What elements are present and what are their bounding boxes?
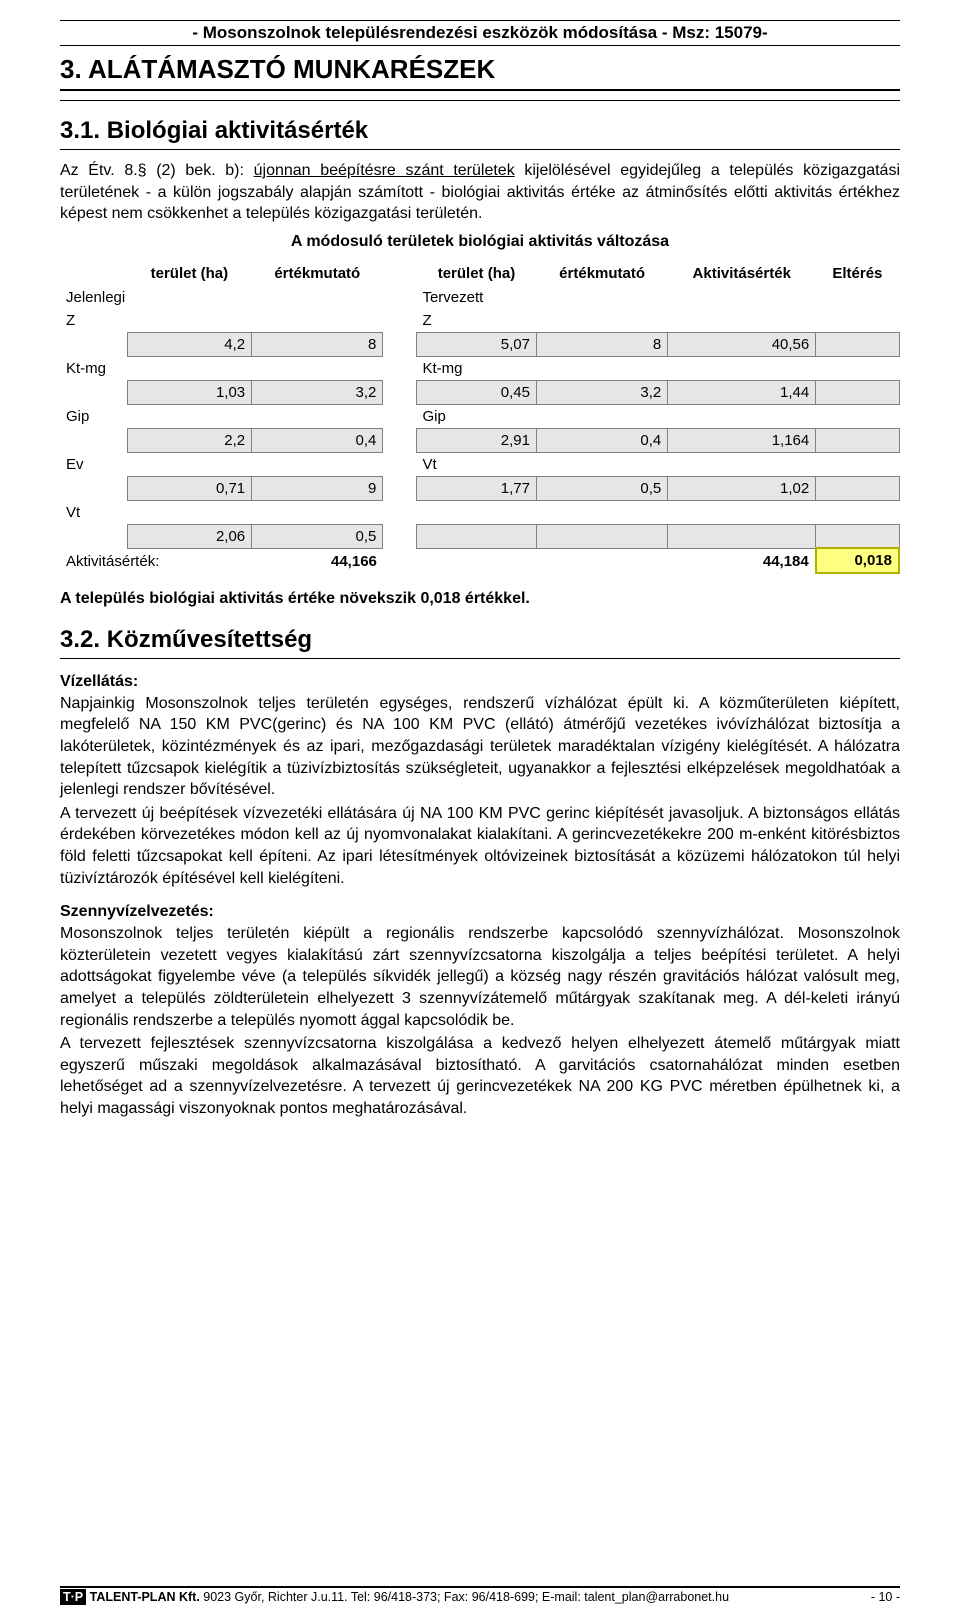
cell: 0,71: [127, 476, 252, 500]
paragraph-law: Az Étv. 8.§ (2) bek. b): újonnan beépíté…: [60, 160, 900, 225]
cell: 8: [536, 332, 667, 356]
cell: [416, 500, 899, 524]
table-header-row: terület (ha) értékmutató terület (ha) ér…: [60, 261, 899, 286]
table-row: 2,060,5: [60, 524, 899, 548]
footer-logo: T·P: [60, 1589, 86, 1605]
heading-2-1: 3.1. Biológiai aktivitásérték: [60, 111, 900, 150]
th: terület (ha): [416, 261, 536, 286]
doc-header: - Mosonszolnok településrendezési eszköz…: [60, 20, 900, 46]
table-row: ZZ: [60, 309, 899, 333]
cell: 2,2: [127, 428, 252, 452]
sum-label: Aktivitásérték:: [60, 548, 252, 573]
cell: Kt-mg: [60, 356, 383, 380]
cell: 40,56: [668, 332, 816, 356]
viz-label: Vízellátás:: [60, 673, 900, 691]
table-row: 1,033,20,453,21,44: [60, 380, 899, 404]
cell: 0,5: [536, 476, 667, 500]
heading-2-2: 3.2. Közművesítettség: [60, 620, 900, 659]
cell: 2,06: [127, 524, 252, 548]
szenny-p1: Mosonszolnok teljes területén kiépült a …: [60, 923, 900, 1031]
cell: 0,5: [252, 524, 383, 548]
szenny-p2: A tervezett fejlesztések szennyvízcsator…: [60, 1033, 900, 1119]
cell: Vt: [416, 452, 899, 476]
conclusion-text: A település biológiai aktivitás értéke n…: [60, 588, 900, 610]
cell: Kt-mg: [416, 356, 899, 380]
th: Eltérés: [816, 261, 899, 286]
cell: 1,02: [668, 476, 816, 500]
footer: T·P TALENT-PLAN Kft. 9023 Győr, Richter …: [60, 1586, 900, 1604]
cell: [816, 476, 899, 500]
cell: Gip: [416, 404, 899, 428]
cell: 2,91: [416, 428, 536, 452]
cell: 3,2: [252, 380, 383, 404]
cell: Tervezett: [416, 286, 899, 309]
cell: Vt: [60, 500, 383, 524]
footer-page: - 10 -: [871, 1590, 900, 1604]
sum-diff: 0,018: [816, 548, 899, 573]
szenny-label: Szennyvízelvezetés:: [60, 903, 900, 921]
cell: 1,164: [668, 428, 816, 452]
th: értékmutató: [252, 261, 383, 286]
cell: 1,03: [127, 380, 252, 404]
cell: Gip: [60, 404, 383, 428]
activity-table: terület (ha) értékmutató terület (ha) ér…: [60, 261, 900, 575]
table-row: Kt-mg Kt-mg: [60, 356, 899, 380]
cell: 3,2: [536, 380, 667, 404]
th: Aktivitásérték: [668, 261, 816, 286]
cell: Jelenlegi: [60, 286, 383, 309]
table-row: Jelenlegi Tervezett: [60, 286, 899, 309]
cell: 8: [252, 332, 383, 356]
cell: [536, 524, 667, 548]
th: terület (ha): [127, 261, 252, 286]
sum-right: 44,184: [668, 548, 816, 573]
cell: [816, 332, 899, 356]
cell: 0,4: [536, 428, 667, 452]
rule: [60, 91, 900, 101]
cell: 0,4: [252, 428, 383, 452]
cell: [816, 428, 899, 452]
cell: 0,45: [416, 380, 536, 404]
table-row: Gip Gip: [60, 404, 899, 428]
cell: 1,77: [416, 476, 536, 500]
footer-left: T·P TALENT-PLAN Kft. 9023 Győr, Richter …: [60, 1590, 729, 1604]
table-row: 2,20,42,910,41,164: [60, 428, 899, 452]
table-row: Vt: [60, 500, 899, 524]
table-sum-row: Aktivitásérték:44,166 44,1840,018: [60, 548, 899, 573]
cell: [816, 380, 899, 404]
cell: [816, 524, 899, 548]
cell: 1,44: [668, 380, 816, 404]
cell: 4,2: [127, 332, 252, 356]
cell: 5,07: [416, 332, 536, 356]
cell: Ev: [60, 452, 383, 476]
cell: [416, 524, 536, 548]
heading-1: 3. ALÁTÁMASZTÓ MUNKARÉSZEK: [60, 48, 900, 91]
p1-a: Az Étv. 8.§ (2) bek. b):: [60, 162, 254, 179]
th: értékmutató: [536, 261, 667, 286]
table-row: 4,285,07840,56: [60, 332, 899, 356]
cell: Z: [60, 309, 383, 333]
cell: 9: [252, 476, 383, 500]
footer-company: TALENT-PLAN Kft.: [90, 1590, 200, 1604]
viz-p2: A tervezett új beépítések vízvezetéki el…: [60, 803, 900, 889]
table-title: A módosuló területek biológiai aktivitás…: [60, 233, 900, 251]
sum-left: 44,166: [252, 548, 383, 573]
viz-p1: Napjainkig Mosonszolnok teljes területén…: [60, 693, 900, 801]
table-row: 0,719 1,770,51,02: [60, 476, 899, 500]
cell: [668, 524, 816, 548]
p1-underline: újonnan beépítésre szánt területek: [254, 162, 515, 179]
table-row: Ev Vt: [60, 452, 899, 476]
cell: Z: [416, 309, 899, 333]
footer-addr: 9023 Győr, Richter J.u.11. Tel: 96/418-3…: [203, 1590, 729, 1604]
